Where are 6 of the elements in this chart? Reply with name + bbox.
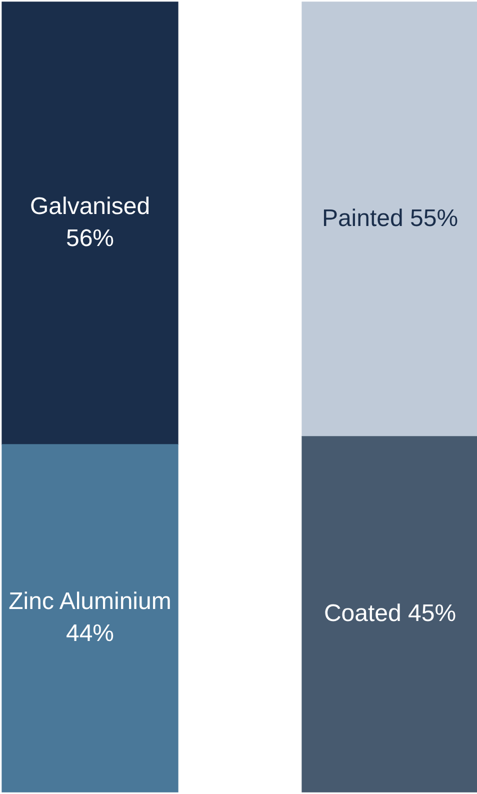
text: Painted 55%	[322, 204, 458, 232]
data-label: 44%	[66, 620, 114, 647]
text: Coated 45%	[324, 600, 456, 627]
data-label: 56%	[66, 224, 114, 252]
series-label: Galvanised	[30, 192, 150, 220]
series-label: Zinc Aluminium	[8, 588, 172, 615]
